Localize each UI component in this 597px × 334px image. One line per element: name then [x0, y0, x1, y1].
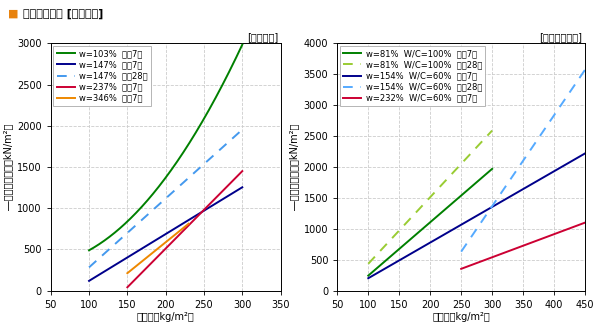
X-axis label: 添加量（kg/m²）: 添加量（kg/m²）	[432, 312, 490, 322]
Text: [粉体添加]: [粉体添加]	[247, 32, 278, 42]
Y-axis label: ―一軸圧縮強さ（kN/m²）: ―一軸圧縮強さ（kN/m²）	[290, 124, 299, 210]
Text: ■: ■	[8, 8, 19, 18]
Legend: w=103%  材限7日, w=147%  材限7日, w=147%  材限28日, w=237%  材限7日, w=346%  材限7日: w=103% 材限7日, w=147% 材限7日, w=147% 材限28日, …	[53, 46, 151, 106]
Text: [スラリー添加]: [スラリー添加]	[540, 32, 583, 42]
Y-axis label: ―一軸圧縮強さ（kN/m²）: ―一軸圧縮強さ（kN/m²）	[3, 124, 13, 210]
Legend: w=81%  W/C=100%  材限7日, w=81%  W/C=100%  材限28日, w=154%  W/C=60%  材限7日, w=154%  W/: w=81% W/C=100% 材限7日, w=81% W/C=100% 材限28…	[340, 46, 485, 106]
Text: 一軸圧縮強さ [有機貪土]: 一軸圧縮強さ [有機貪土]	[23, 8, 103, 19]
X-axis label: 添加量（kg/m²）: 添加量（kg/m²）	[137, 312, 195, 322]
